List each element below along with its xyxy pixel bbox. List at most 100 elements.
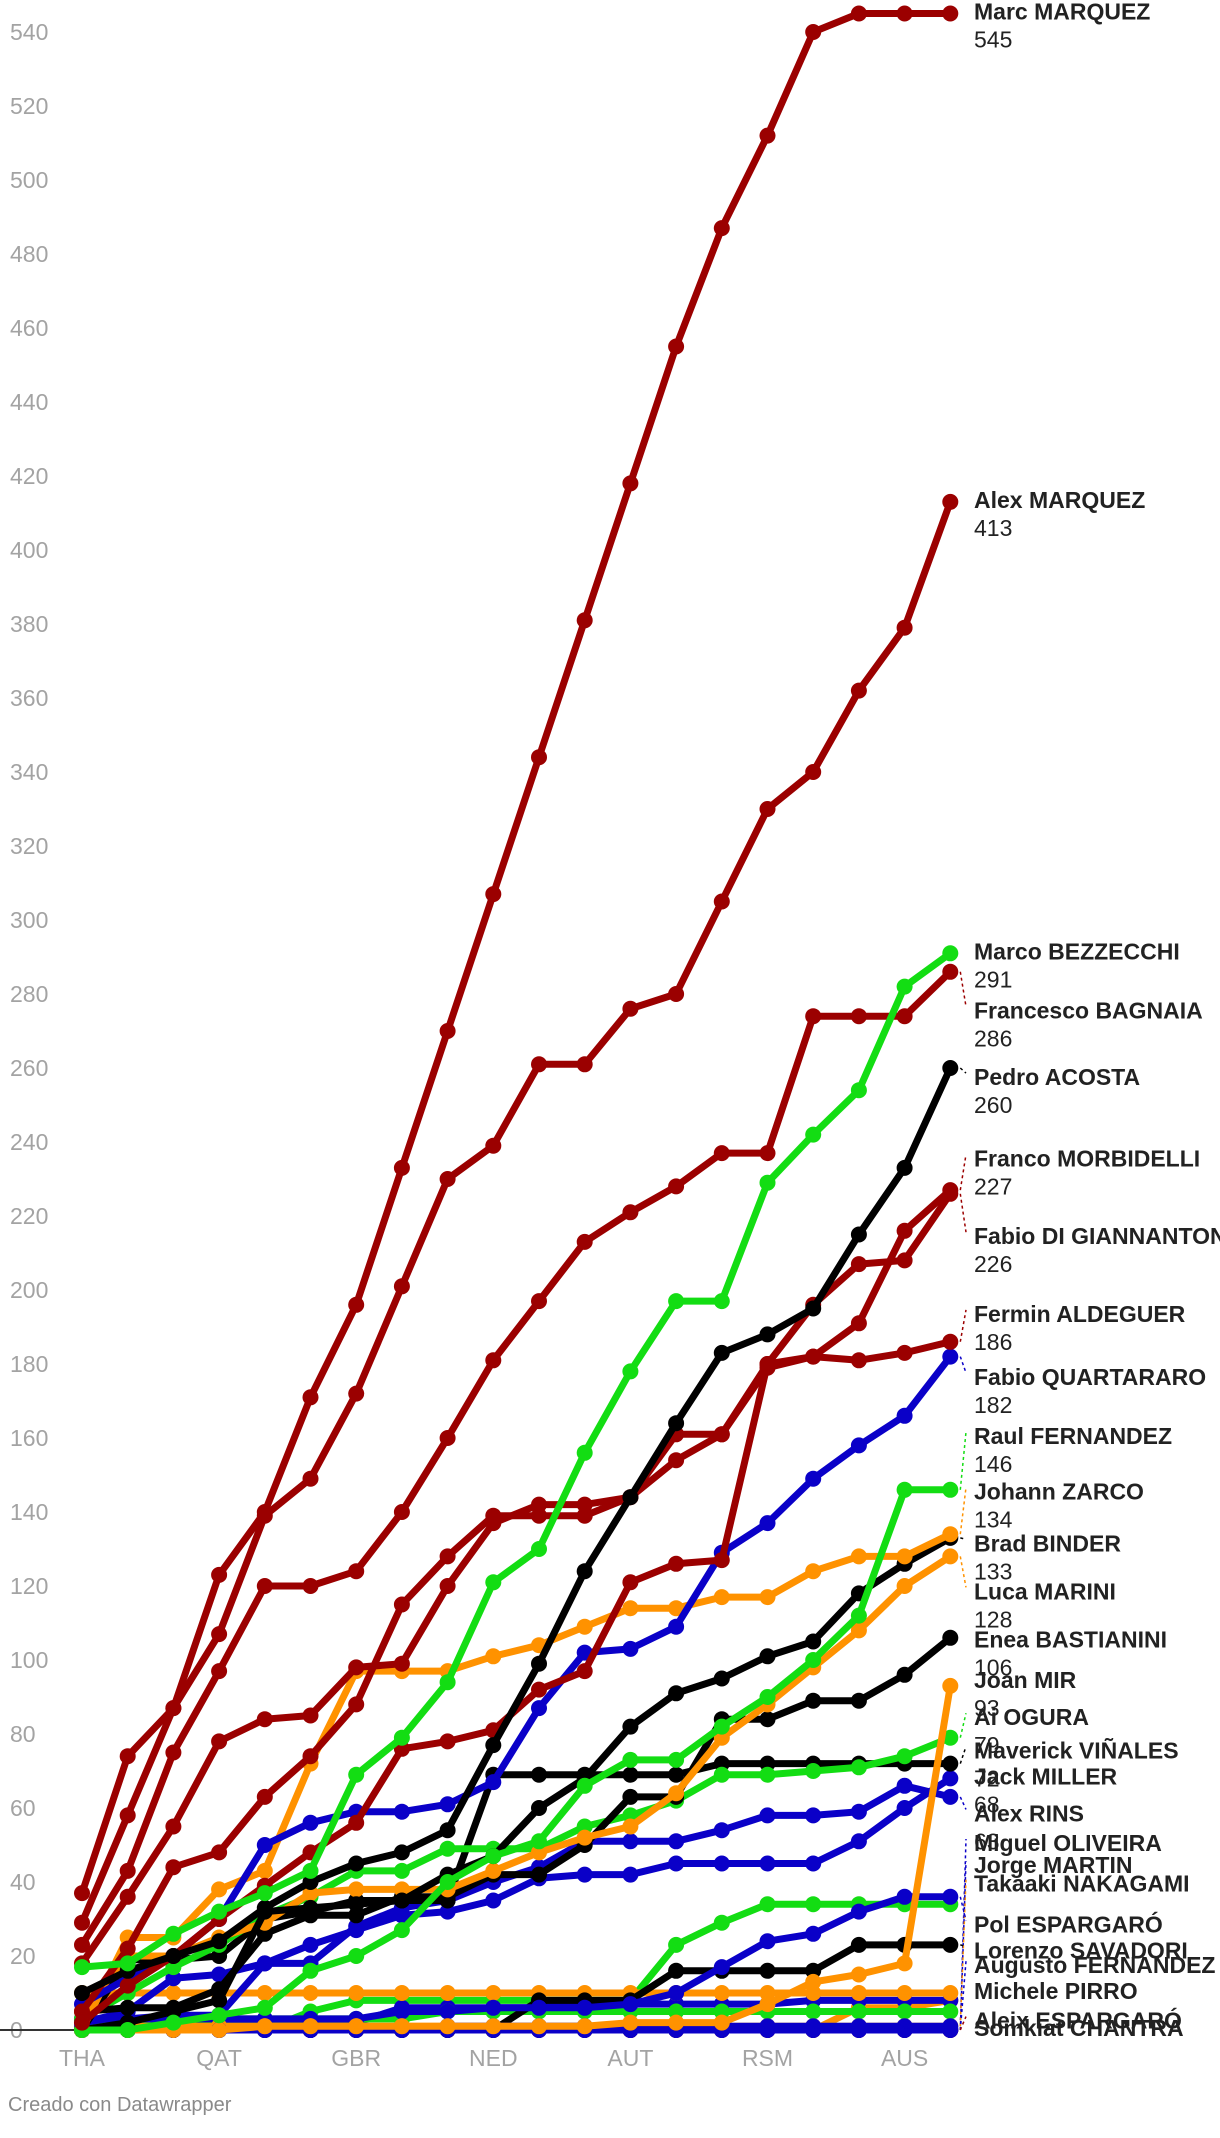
data-point [850, 1903, 867, 1920]
data-point [439, 1674, 456, 1691]
data-point [805, 1763, 822, 1779]
data-point [485, 1737, 502, 1754]
label-leader [959, 1556, 967, 1588]
data-point [165, 1700, 182, 1717]
data-point [896, 1800, 913, 1816]
data-point [942, 1333, 959, 1350]
data-point [896, 1222, 913, 1239]
data-point [393, 1881, 410, 1898]
data-point [485, 1774, 502, 1791]
series-label-name: Aleix ESPARGARÓ [974, 2007, 1182, 2034]
data-point [759, 1174, 776, 1191]
data-point [850, 2003, 867, 2020]
data-point [119, 1862, 136, 1879]
series-label-value: 79 [974, 1732, 1000, 1758]
series-label-name: Enea BASTIANINI [974, 1627, 1167, 1653]
series-label-name: Jack MILLER [974, 1763, 1118, 1789]
y-tick-label: 160 [10, 1425, 48, 1451]
data-point [211, 1992, 228, 2009]
series-label-name: Fermin ALDEGUER [974, 1301, 1186, 1327]
data-point [942, 1629, 959, 1646]
data-point [850, 1548, 867, 1565]
data-point [622, 1788, 639, 1805]
data-point [531, 2018, 547, 2035]
data-point [119, 2022, 136, 2038]
series-path [78, 10, 954, 1897]
data-point [759, 1855, 776, 1872]
data-point [896, 1252, 913, 1269]
series-label-name: Lorenzo SAVADORI [974, 1937, 1188, 1963]
x-tick-label: AUT [607, 2045, 653, 2071]
data-point [256, 1788, 273, 1805]
data-point [256, 1578, 273, 1594]
data-point [896, 2003, 913, 2020]
data-point [850, 1833, 867, 1850]
data-point [302, 1885, 319, 1902]
data-point [74, 1985, 90, 2001]
data-point [896, 1666, 913, 1683]
series-label-value: 226 [974, 1251, 1012, 1277]
data-point [896, 1888, 913, 1905]
data-point [531, 1700, 547, 1717]
data-point [805, 2018, 822, 2035]
data-point [302, 1389, 319, 1406]
data-point [393, 1159, 410, 1176]
data-point [165, 1859, 182, 1876]
series-label-value: 133 [974, 1558, 1012, 1584]
data-point [393, 1596, 410, 1613]
data-point [713, 1293, 730, 1310]
y-tick-label: 440 [10, 389, 48, 415]
data-point [850, 1966, 867, 1983]
y-tick-label: 340 [10, 759, 48, 785]
data-point [165, 2014, 182, 2031]
data-point [485, 1574, 502, 1591]
data-point [211, 1733, 228, 1750]
data-point [256, 1862, 273, 1879]
data-point [622, 1489, 639, 1506]
data-point [165, 1818, 182, 1835]
y-tick-label: 180 [10, 1351, 48, 1377]
label-leader [959, 1067, 967, 1074]
data-point [759, 1807, 776, 1824]
label-leader [959, 1879, 967, 2027]
y-tick-label: 240 [10, 1129, 48, 1155]
y-tick-label: 520 [10, 93, 48, 119]
data-point [759, 1985, 776, 2001]
data-point [942, 2003, 959, 2020]
series-label-name: Pedro ACOSTA [974, 1064, 1140, 1090]
data-point [211, 1626, 228, 1643]
data-point [713, 1822, 730, 1839]
data-point [531, 1681, 547, 1698]
data-point [211, 1903, 228, 1920]
data-point [713, 1344, 730, 1361]
series-label-name: Marc MARQUEZ [974, 0, 1150, 25]
data-point [759, 1711, 776, 1728]
data-point [256, 1885, 273, 1902]
y-tick-label: 100 [10, 1647, 48, 1673]
x-tick-label: QAT [196, 2045, 242, 2071]
data-point [805, 1633, 822, 1650]
series-label-value: 186 [974, 1329, 1012, 1355]
series-label-value: 146 [974, 1451, 1012, 1477]
data-point [393, 1907, 410, 1924]
data-point [668, 2003, 685, 2020]
label-leader [960, 1537, 967, 1541]
data-point [165, 1948, 182, 1964]
data-point [805, 2003, 822, 2020]
series-label-value: 68 [974, 1791, 1000, 1817]
y-tick-label: 80 [10, 1721, 36, 1747]
data-point [942, 1888, 959, 1905]
data-point [668, 1855, 685, 1872]
data-point [850, 1803, 867, 1820]
label-leader [959, 2016, 967, 2031]
data-point [668, 1936, 685, 1953]
data-point [805, 1470, 822, 1487]
y-tick-label: 360 [10, 685, 48, 711]
y-tick-label: 460 [10, 315, 48, 341]
data-point [805, 1692, 822, 1709]
data-point [348, 2018, 365, 2035]
data-point [668, 1293, 685, 1310]
data-point [74, 1959, 90, 1976]
data-point [805, 24, 822, 40]
data-point [805, 1348, 822, 1365]
